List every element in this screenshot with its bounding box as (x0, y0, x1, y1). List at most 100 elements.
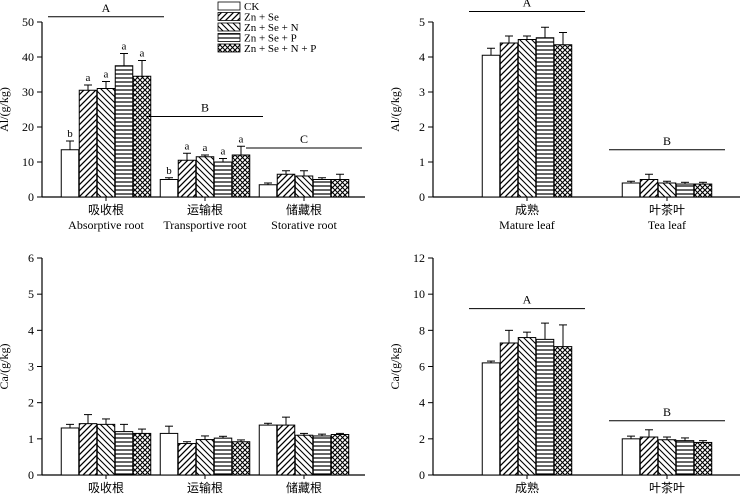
group-letter: A (102, 1, 111, 15)
y-tick-label: 1 (419, 155, 425, 169)
legend-label: Zn + Se + N (244, 22, 299, 34)
y-tick-label: 3 (28, 360, 34, 374)
bar (60, 149, 80, 198)
category-label-en: Storative root (271, 218, 337, 232)
category-label-cn: 叶茶叶 (649, 480, 685, 495)
bar (481, 362, 501, 476)
bar (639, 179, 659, 198)
bar (330, 433, 350, 476)
bar (231, 441, 251, 476)
y-tick-label: 10 (413, 287, 425, 301)
category-label-cn: 储藏根 (286, 480, 322, 495)
bar (657, 182, 677, 198)
y-tick-label: 0 (419, 468, 425, 482)
bar (312, 435, 332, 476)
bar (294, 175, 314, 198)
legend-swatch (217, 43, 241, 53)
category-label-cn: 叶茶叶 (649, 202, 685, 217)
significance-letter: a (104, 69, 109, 81)
legend-swatch (217, 1, 241, 11)
y-tick-label: 5 (28, 287, 34, 301)
bar (177, 443, 197, 476)
category-label-en: Transportive root (163, 218, 247, 232)
y-tick-label: 0 (419, 190, 425, 204)
bar (258, 184, 278, 198)
y-tick-label: 1 (28, 432, 34, 446)
significance-letter: a (140, 48, 145, 60)
category-label-cn: 成熟 (515, 202, 539, 217)
y-tick-label: 30 (22, 85, 34, 99)
bar (159, 432, 179, 476)
bar (276, 173, 296, 198)
bar (177, 159, 197, 198)
category-label-cn: 储藏根 (286, 202, 322, 217)
bar (330, 179, 350, 198)
bar (693, 441, 713, 476)
legend-label: Zn + Se + N + P (244, 43, 316, 55)
y-axis-label: Ca/(g/kg) (0, 344, 11, 390)
legend-label: CK (244, 1, 259, 13)
chart-panel-ca-leaf: 0 2 4 6 8 10 12 Ca/(g/kg) 成熟 叶茶叶 A B (388, 251, 740, 495)
group-letter: B (663, 405, 671, 419)
chart-panel-ca-root: 0 1 2 3 4 5 6 Ca/(g/kg) 吸收根 运输根 储藏根 (0, 251, 365, 495)
group-letter: B (663, 134, 671, 148)
category-label-cn: 运输根 (187, 202, 223, 217)
bar (675, 440, 695, 476)
bar (693, 183, 713, 198)
bar (96, 423, 116, 476)
y-axis-label: Ca/(g/kg) (388, 344, 402, 390)
bar (231, 154, 251, 198)
significance-letter: b (166, 165, 172, 177)
group-letter: A (523, 293, 532, 307)
y-tick-label: 2 (419, 432, 425, 446)
y-tick-label: 0 (28, 190, 34, 204)
y-tick-label: 2 (28, 396, 34, 410)
bar (195, 439, 215, 476)
bar (96, 88, 116, 198)
bar (78, 89, 98, 198)
bar (60, 427, 80, 476)
bar (132, 75, 152, 198)
bar (517, 39, 537, 198)
y-tick-label: 4 (419, 396, 425, 410)
bar (657, 439, 677, 476)
y-tick-label: 6 (28, 251, 34, 265)
category-label-en: Tea leaf (648, 218, 686, 232)
bar (213, 437, 233, 476)
bar (535, 37, 555, 198)
bar (621, 438, 641, 476)
bar (294, 434, 314, 476)
legend-swatch (217, 12, 241, 21)
bar (312, 179, 332, 198)
bar (499, 342, 519, 476)
y-tick-label: 8 (419, 323, 425, 337)
legend-label: Zn + Se (244, 12, 279, 24)
y-tick-label: 40 (22, 50, 34, 64)
category-label-en: Mature leaf (499, 218, 555, 232)
significance-letter: a (203, 142, 208, 154)
y-tick-label: 0 (28, 468, 34, 482)
y-tick-label: 12 (413, 251, 425, 265)
significance-letter: a (185, 140, 190, 152)
significance-letter: a (86, 72, 91, 84)
y-tick-label: 20 (22, 120, 34, 134)
group-letter: B (201, 101, 209, 115)
bar (639, 436, 659, 476)
bar (276, 424, 296, 476)
significance-letter: a (221, 146, 226, 158)
bar (258, 424, 278, 476)
bar (499, 42, 519, 198)
bar (675, 183, 695, 198)
y-tick-label: 5 (419, 15, 425, 29)
category-label-cn: 运输根 (187, 480, 223, 495)
significance-letter: a (122, 41, 127, 53)
bar (517, 337, 537, 476)
legend-swatch (217, 22, 241, 32)
bar (621, 182, 641, 198)
significance-letter: a (239, 133, 244, 145)
category-label-cn: 吸收根 (88, 203, 124, 217)
y-tick-label: 10 (22, 155, 34, 169)
